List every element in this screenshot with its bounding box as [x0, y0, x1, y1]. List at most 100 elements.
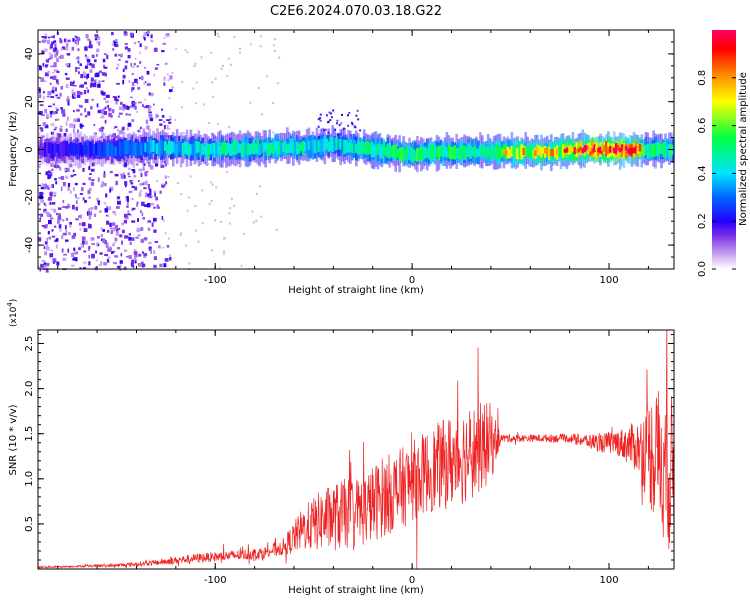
- noise-speckle: [67, 39, 71, 43]
- noise-speckle: [200, 56, 203, 59]
- noise-speckle: [117, 63, 120, 67]
- noise-speckle: [41, 51, 45, 54]
- ridge-cell: [479, 145, 482, 156]
- noise-speckle: [54, 43, 57, 48]
- noise-speckle: [136, 65, 139, 68]
- noise-speckle: [43, 95, 45, 100]
- noise-speckle: [45, 268, 49, 273]
- noise-speckle: [73, 110, 75, 113]
- ridge-cell: [114, 146, 118, 156]
- noise-speckle: [162, 183, 166, 187]
- ridge-cell: [652, 143, 655, 158]
- noise-speckle: [43, 246, 46, 250]
- noise-speckle: [60, 176, 64, 180]
- noise-speckle: [102, 64, 106, 68]
- ridge-cell: [199, 143, 203, 158]
- noise-speckle: [69, 222, 72, 225]
- snr-y-axis-title: SNR (10 * v/v): [8, 404, 19, 475]
- ridge-cell: [569, 145, 573, 152]
- noise-speckle: [181, 81, 184, 83]
- ridge-cell: [162, 141, 165, 150]
- ridge-cell: [321, 139, 325, 153]
- ridge-cell: [498, 145, 502, 160]
- ridge-cell: [607, 147, 610, 154]
- noise-speckle: [98, 128, 102, 132]
- noise-speckle: [61, 109, 66, 114]
- noise-speckle: [57, 216, 62, 221]
- ridge-cell: [362, 142, 366, 155]
- noise-speckle: [44, 72, 49, 77]
- noise-speckle: [96, 41, 101, 44]
- noise-speckle: [44, 33, 47, 35]
- noise-speckle: [56, 212, 58, 216]
- noise-speckle: [119, 53, 123, 58]
- ridge-cell: [97, 143, 100, 157]
- noise-speckle: [43, 40, 48, 42]
- noise-speckle: [43, 209, 46, 213]
- noise-speckle: [86, 59, 91, 63]
- noise-speckle: [49, 56, 52, 60]
- noise-speckle: [51, 86, 55, 90]
- snr-x-axis-title: Height of straight line (km): [288, 585, 424, 596]
- ridge-cell: [146, 142, 149, 153]
- ridge-cell: [242, 142, 246, 157]
- noise-speckle: [165, 181, 168, 185]
- noise-speckle: [124, 105, 128, 110]
- noise-speckle: [111, 43, 115, 46]
- noise-speckle: [148, 188, 151, 191]
- ridge-cell: [412, 149, 415, 163]
- noise-speckle: [91, 54, 95, 58]
- noise-speckle: [87, 38, 91, 41]
- noise-speckle: [165, 33, 170, 37]
- noise-speckle: [52, 191, 57, 196]
- noise-speckle: [58, 213, 61, 217]
- noise-speckle: [143, 256, 147, 258]
- noise-speckle: [56, 58, 59, 63]
- noise-speckle: [125, 159, 128, 162]
- snr-series-line: [38, 330, 674, 569]
- noise-speckle: [107, 261, 110, 263]
- ridge-cell: [79, 142, 82, 156]
- ridge-cell: [71, 143, 75, 156]
- ridge-cell: [95, 143, 98, 155]
- noise-speckle: [40, 77, 45, 82]
- noise-speckle: [88, 177, 92, 181]
- ridge-cell: [359, 129, 362, 132]
- noise-speckle: [60, 107, 63, 110]
- noise-speckle: [160, 164, 165, 168]
- noise-speckle: [161, 183, 164, 186]
- noise-speckle: [88, 215, 92, 220]
- noise-speckle: [44, 65, 48, 68]
- noise-speckle: [252, 160, 255, 163]
- noise-speckle: [45, 262, 50, 267]
- ridge-cell: [512, 145, 516, 156]
- noise-speckle: [104, 208, 109, 213]
- noise-speckle: [47, 70, 50, 74]
- ridge-cell: [227, 142, 230, 153]
- noise-speckle: [45, 171, 49, 176]
- noise-speckle: [38, 87, 41, 91]
- noise-speckle: [41, 36, 46, 38]
- ridge-cell: [142, 141, 145, 156]
- noise-speckle: [100, 234, 103, 238]
- noise-speckle: [130, 96, 133, 99]
- noise-speckle: [65, 63, 70, 67]
- ridge-cell: [605, 148, 608, 154]
- noise-speckle: [42, 62, 45, 67]
- ridge-cell: [445, 147, 449, 158]
- ridge-cell: [351, 143, 354, 153]
- noise-speckle: [56, 219, 61, 224]
- noise-speckle: [59, 229, 62, 232]
- noise-speckle: [148, 92, 151, 96]
- noise-speckle: [131, 81, 135, 86]
- noise-speckle: [194, 205, 197, 207]
- noise-speckle: [277, 82, 280, 85]
- noise-speckle: [113, 127, 116, 129]
- noise-speckle: [56, 49, 59, 54]
- noise-speckle: [142, 217, 145, 220]
- noise-speckle: [89, 40, 92, 45]
- noise-speckle: [97, 236, 100, 239]
- noise-speckle: [43, 264, 47, 268]
- ridge-cell: [256, 139, 260, 154]
- noise-speckle: [57, 133, 59, 138]
